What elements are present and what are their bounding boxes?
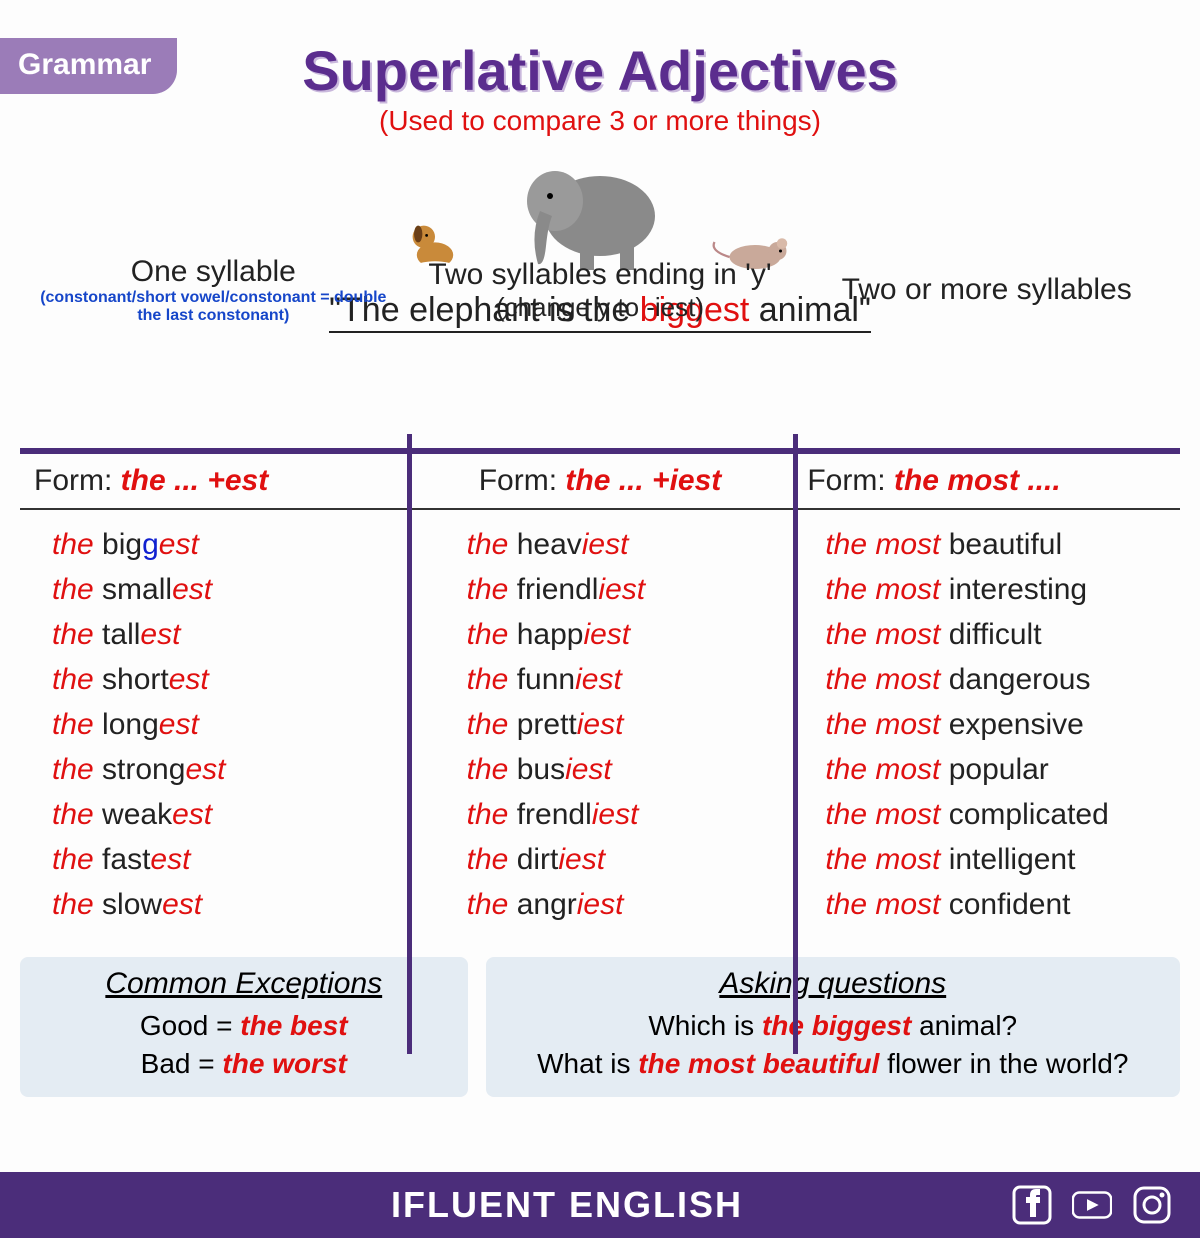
example-item: the happiest <box>467 612 776 657</box>
example-item: the weakest <box>52 792 389 837</box>
example-item: the shortest <box>52 657 389 702</box>
instagram-icon[interactable] <box>1132 1185 1172 1225</box>
form-label: Form: <box>807 464 894 497</box>
q-hi: the most beautiful <box>638 1048 879 1079</box>
example-item: the funniest <box>467 657 776 702</box>
example-item: the busiest <box>467 747 776 792</box>
example-item: the angriest <box>467 882 776 927</box>
form-label: Form: <box>479 464 566 497</box>
form-value: the most .... <box>894 464 1061 497</box>
column-header: One syllable (constonant/short vowel/con… <box>20 244 407 334</box>
example-item: the most expensive <box>825 702 1162 747</box>
form-value: the ... +est <box>121 464 269 497</box>
form-value: the ... +iest <box>565 464 721 497</box>
exception-plain: Good = <box>140 1010 240 1041</box>
example-item: the most complicated <box>825 792 1162 837</box>
example-item: the most confident <box>825 882 1162 927</box>
column-header: Two syllables ending in 'y' (change y to… <box>407 244 794 334</box>
form-cell: Form: the ... +est <box>20 454 407 508</box>
example-item: the strongest <box>52 747 389 792</box>
column-heading: Two syllables ending in 'y' <box>417 258 784 292</box>
exceptions-box: Common Exceptions Good = the best Bad = … <box>20 957 468 1097</box>
example-item: the most interesting <box>825 567 1162 612</box>
column-subheading: (constonant/short vowel/constonant = dou… <box>30 289 397 326</box>
examples-column: the heaviestthe friendliestthe happiestt… <box>407 510 794 945</box>
questions-box: Asking questions Which is the biggest an… <box>486 957 1180 1097</box>
exception-hi: the worst <box>222 1048 346 1079</box>
example-item: the biggest <box>52 522 389 567</box>
example-item: the most dangerous <box>825 657 1162 702</box>
info-boxes: Common Exceptions Good = the best Bad = … <box>20 957 1180 1097</box>
column-heading: Two or more syllables <box>803 273 1170 307</box>
form-cell: Form: the most .... <box>793 454 1180 508</box>
social-icons <box>1012 1185 1200 1225</box>
page-subtitle: (Used to compare 3 or more things) <box>0 105 1200 137</box>
footer-brand: IFLUENT ENGLISH <box>0 1184 994 1226</box>
q-hi: the biggest <box>762 1010 911 1041</box>
column-header: Two or more syllables <box>793 244 1180 334</box>
example-item: the smallest <box>52 567 389 612</box>
example-item: the longest <box>52 702 389 747</box>
example-item: the prettiest <box>467 702 776 747</box>
example-item: the frendliest <box>467 792 776 837</box>
column-heading: One syllable <box>30 255 397 289</box>
footer-bar: IFLUENT ENGLISH <box>0 1172 1200 1238</box>
example-item: the fastest <box>52 837 389 882</box>
example-item: the slowest <box>52 882 389 927</box>
examples-column: the biggestthe smallestthe tallestthe sh… <box>20 510 407 945</box>
example-item: the heaviest <box>467 522 776 567</box>
example-item: the friendliest <box>467 567 776 612</box>
box-title: Asking questions <box>504 967 1162 1001</box>
q-b: flower in the world? <box>879 1048 1128 1079</box>
examples-column: the most beautifulthe most interestingth… <box>793 510 1180 945</box>
exception-plain: Bad = <box>141 1048 223 1079</box>
category-badge: Grammar <box>0 38 177 94</box>
example-item: the dirtiest <box>467 837 776 882</box>
column-subheading: (change y to -iest) <box>417 292 784 323</box>
rules-table: Form: the ... +est Form: the ... +iest F… <box>20 448 1180 945</box>
box-title: Common Exceptions <box>38 967 450 1001</box>
example-item: the most popular <box>825 747 1162 792</box>
form-cell: Form: the ... +iest <box>407 454 794 508</box>
example-item: the most beautiful <box>825 522 1162 567</box>
q-b: animal? <box>911 1010 1017 1041</box>
page-title: Superlative Adjectives <box>0 38 1200 103</box>
form-row: Form: the ... +est Form: the ... +iest F… <box>20 454 1180 510</box>
youtube-icon[interactable] <box>1072 1185 1112 1225</box>
example-item: the tallest <box>52 612 389 657</box>
form-label: Form: <box>34 464 121 497</box>
q-a: Which is <box>648 1010 762 1041</box>
example-item: the most difficult <box>825 612 1162 657</box>
example-item: the most intelligent <box>825 837 1162 882</box>
q-a: What is <box>537 1048 638 1079</box>
exception-hi: the best <box>240 1010 347 1041</box>
facebook-icon[interactable] <box>1012 1185 1052 1225</box>
examples-row: the biggestthe smallestthe tallestthe sh… <box>20 510 1180 945</box>
